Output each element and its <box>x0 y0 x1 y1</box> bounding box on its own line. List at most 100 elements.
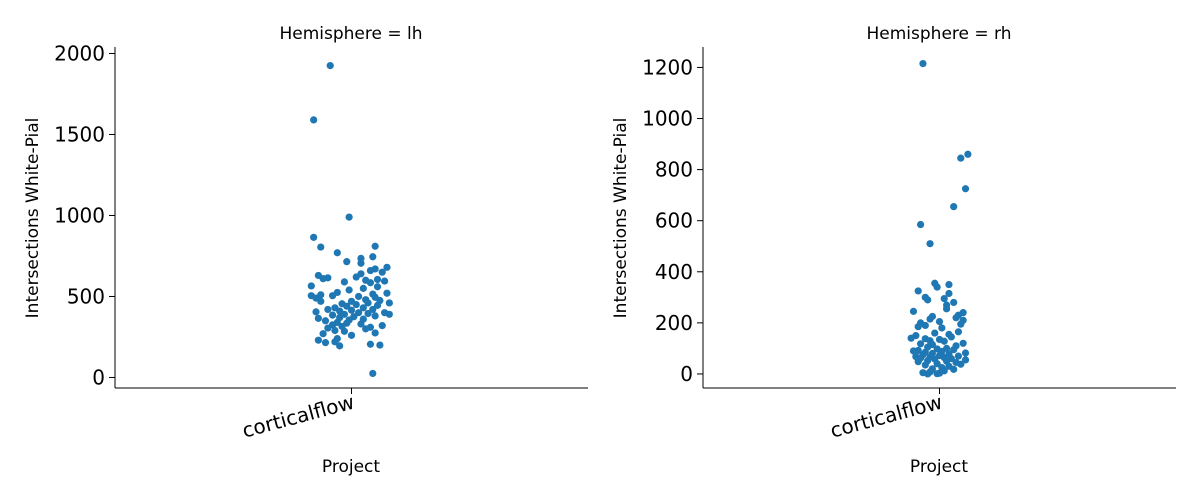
data-point <box>366 340 375 348</box>
data-point <box>961 356 970 364</box>
data-point <box>950 203 958 211</box>
data-point <box>961 185 970 193</box>
data-point <box>352 273 360 281</box>
data-point <box>371 312 379 320</box>
x-ticks-rh: corticalflow <box>828 388 945 443</box>
y-tick-label: 0 <box>680 362 693 386</box>
data-point <box>924 296 932 304</box>
data-point <box>371 242 379 250</box>
data-point <box>326 62 334 70</box>
data-point <box>959 339 967 347</box>
data-point <box>916 340 925 348</box>
data-point <box>359 284 367 292</box>
data-point <box>909 307 918 315</box>
y-tick-label: 500 <box>67 284 105 308</box>
x-axis-label-lh: Project <box>322 457 380 477</box>
x-tick-label: corticalflow <box>828 390 945 443</box>
data-point <box>907 334 915 342</box>
y-tick-label: 2000 <box>54 41 105 65</box>
data-point <box>945 289 953 298</box>
data-point <box>914 287 922 295</box>
data-point <box>383 263 391 271</box>
data-point <box>343 258 351 266</box>
data-point <box>331 338 339 346</box>
data-point <box>935 317 944 326</box>
data-point <box>328 311 337 319</box>
data-point <box>914 358 922 366</box>
data-point <box>373 275 382 284</box>
data-point <box>385 299 393 307</box>
data-point <box>926 315 934 323</box>
y-tick-label: 200 <box>655 311 693 335</box>
panel-rh: Hemisphere = rh 0 200 400 600 800 1000 1200 co… <box>611 24 1176 477</box>
data-point <box>310 233 318 241</box>
data-point <box>957 320 965 328</box>
y-tick-label: 1000 <box>54 203 105 227</box>
data-point <box>964 150 972 158</box>
data-point <box>364 309 372 318</box>
data-point <box>310 116 318 124</box>
data-point <box>359 304 367 312</box>
y-tick-label: 400 <box>655 260 693 284</box>
data-point <box>940 294 948 303</box>
data-point <box>950 346 958 354</box>
x-axis-label-rh: Project <box>910 457 968 477</box>
y-ticks-rh: 0 200 400 600 800 1000 1200 <box>642 55 703 386</box>
y-tick-label: 1500 <box>54 122 105 146</box>
data-point <box>352 300 360 309</box>
data-point <box>942 305 951 313</box>
y-tick-label: 1200 <box>642 55 693 79</box>
data-point <box>354 309 363 317</box>
data-point <box>364 299 372 307</box>
data-point <box>952 314 960 322</box>
data-point <box>909 347 918 355</box>
data-point <box>312 308 320 316</box>
data-point <box>321 317 330 325</box>
points-lh <box>307 62 393 378</box>
data-point <box>317 243 325 251</box>
data-point <box>319 330 327 338</box>
data-point <box>366 279 375 287</box>
data-point <box>345 213 353 221</box>
x-ticks-lh: corticalflow <box>240 388 357 443</box>
data-point <box>362 325 370 333</box>
data-point <box>947 333 955 341</box>
data-point <box>317 297 325 305</box>
data-point <box>321 339 330 347</box>
data-point <box>954 352 963 360</box>
panel-lh: Hemisphere = lh 0 500 1000 1500 2000 cortica… <box>23 24 588 477</box>
data-point <box>345 286 353 294</box>
data-point <box>336 342 344 350</box>
panel-title-lh: Hemisphere = lh <box>279 24 422 44</box>
data-point <box>340 327 349 335</box>
data-point <box>385 310 393 318</box>
data-point <box>347 331 356 339</box>
y-tick-label: 0 <box>92 365 105 389</box>
y-tick-label: 800 <box>655 158 693 182</box>
data-point <box>924 370 932 378</box>
data-point <box>378 322 386 330</box>
data-point <box>376 341 384 349</box>
data-point <box>916 220 925 229</box>
data-point <box>381 277 389 285</box>
data-point <box>314 336 322 344</box>
data-point <box>354 292 363 301</box>
data-point <box>957 154 965 162</box>
data-point <box>914 323 922 331</box>
data-point <box>933 370 941 378</box>
data-point <box>940 337 948 345</box>
points-rh <box>907 60 972 378</box>
data-point <box>343 302 351 310</box>
y-tick-label: 1000 <box>642 107 693 131</box>
data-point <box>369 369 377 378</box>
data-point <box>961 349 970 357</box>
data-point <box>369 305 377 314</box>
data-point <box>324 305 332 314</box>
data-point <box>333 249 341 257</box>
data-point <box>324 324 332 332</box>
data-point <box>954 328 963 336</box>
data-point <box>933 283 941 291</box>
data-point <box>950 365 958 373</box>
data-point <box>340 278 349 286</box>
